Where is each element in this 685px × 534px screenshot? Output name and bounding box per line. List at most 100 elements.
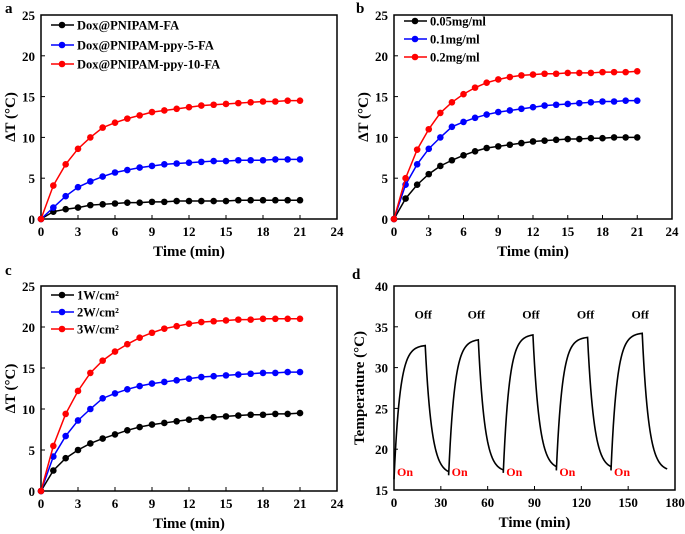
data-point xyxy=(210,101,217,109)
off-annotation: Off xyxy=(522,308,540,322)
data-point xyxy=(161,378,168,386)
data-point xyxy=(284,156,291,163)
x-tick-label: 6 xyxy=(112,224,119,239)
y-tick-label: 30 xyxy=(375,361,388,376)
data-point xyxy=(587,69,595,77)
data-point xyxy=(284,196,291,204)
data-point xyxy=(111,390,119,397)
data-point xyxy=(173,377,180,384)
series-line xyxy=(40,412,301,492)
panel-c: c 0 3 6 9 12 15 18 21 24 0 5 10 15 20 25 Time (min) ΔT (°… xyxy=(3,263,344,532)
legend-label: 3W/cm² xyxy=(77,323,119,337)
legend-entry: Dox@PNIPAM-ppy-10-FA xyxy=(51,58,220,72)
x-tick-label: 0 xyxy=(38,224,45,239)
data-point xyxy=(210,372,217,380)
data-point xyxy=(552,70,560,78)
data-point xyxy=(448,123,456,131)
data-point xyxy=(198,414,205,422)
data-point xyxy=(173,105,180,113)
x-tick-label: 21 xyxy=(294,496,307,511)
data-point xyxy=(235,156,242,164)
panel-label: d xyxy=(352,267,361,283)
data-point xyxy=(50,442,57,450)
x-tick-label: 21 xyxy=(294,224,307,239)
data-point xyxy=(99,173,106,180)
data-point xyxy=(111,431,119,438)
x-tick-label: 9 xyxy=(149,496,156,511)
series-line xyxy=(393,99,638,220)
legend-entry: 3W/cm² xyxy=(51,323,119,337)
legend-entry: Dox@PNIPAM-ppy-5-FA xyxy=(51,39,214,53)
data-point xyxy=(111,348,119,355)
data-point xyxy=(272,98,279,105)
y-tick-label: 5 xyxy=(29,171,36,186)
data-point xyxy=(413,146,421,153)
data-point xyxy=(50,453,57,460)
on-annotation: On xyxy=(559,465,575,479)
data-point xyxy=(425,170,433,178)
legend-label: 2W/cm² xyxy=(77,306,119,320)
y-tick-label: 10 xyxy=(22,130,35,145)
data-point xyxy=(62,205,69,213)
data-point xyxy=(402,195,409,202)
data-point xyxy=(161,107,168,114)
off-annotation: Off xyxy=(468,308,486,322)
data-point xyxy=(541,102,548,109)
data-point xyxy=(259,315,267,323)
data-point xyxy=(74,446,82,454)
y-tick-label: 5 xyxy=(382,171,389,186)
temperature-curve xyxy=(393,332,668,480)
data-point xyxy=(210,413,217,421)
data-point xyxy=(413,161,421,168)
y-tick-label: 20 xyxy=(375,442,388,457)
on-annotation: On xyxy=(397,465,413,479)
data-point xyxy=(173,160,180,167)
data-point xyxy=(111,200,119,207)
x-tick-label: 120 xyxy=(572,495,592,510)
data-point xyxy=(87,369,94,377)
data-point xyxy=(124,340,131,348)
x-tick-label: 60 xyxy=(481,495,494,510)
data-point xyxy=(259,411,267,419)
x-tick-label: 24 xyxy=(331,496,345,511)
data-point xyxy=(124,386,131,393)
data-point xyxy=(87,201,94,209)
data-point xyxy=(413,181,421,189)
data-point xyxy=(296,156,304,163)
x-tick-label: 180 xyxy=(665,495,685,510)
data-point xyxy=(622,97,629,104)
legend-marker xyxy=(58,60,66,68)
data-point xyxy=(247,370,254,378)
series-line xyxy=(40,318,300,492)
data-point xyxy=(610,98,618,105)
panel-b: b 0 3 6 9 12 15 18 21 24 0 5 10 15 20 25 Time (min) ΔT (°… xyxy=(356,1,679,260)
x-tick-label: 0 xyxy=(391,495,398,510)
data-point xyxy=(124,427,131,434)
x-tick-label: 3 xyxy=(75,224,82,239)
off-annotation: Off xyxy=(415,308,433,322)
data-point xyxy=(587,99,595,106)
data-point xyxy=(296,409,304,417)
series-Dox@PNIPAM-ppy-10-FA xyxy=(37,97,304,223)
data-point xyxy=(272,369,279,377)
x-tick-label: 12 xyxy=(183,496,196,511)
data-point xyxy=(111,119,119,127)
data-point xyxy=(222,317,230,324)
data-point xyxy=(610,68,618,76)
data-point xyxy=(622,134,629,141)
data-point xyxy=(599,68,606,76)
x-tick-label: 0 xyxy=(391,224,398,239)
off-annotation: Off xyxy=(577,308,595,322)
panel-label: b xyxy=(356,1,364,17)
data-point xyxy=(198,102,205,109)
data-point xyxy=(99,124,106,131)
x-tick-label: 12 xyxy=(183,224,196,239)
legend-label: 0.05mg/ml xyxy=(430,15,486,29)
data-point xyxy=(136,334,143,341)
data-point xyxy=(99,357,106,364)
y-tick-label: 0 xyxy=(29,484,36,499)
legend-entry: 0.05mg/ml xyxy=(404,15,486,29)
y-tick-label: 5 xyxy=(29,443,36,458)
data-point xyxy=(124,199,131,206)
y-tick-label: 20 xyxy=(22,49,35,64)
